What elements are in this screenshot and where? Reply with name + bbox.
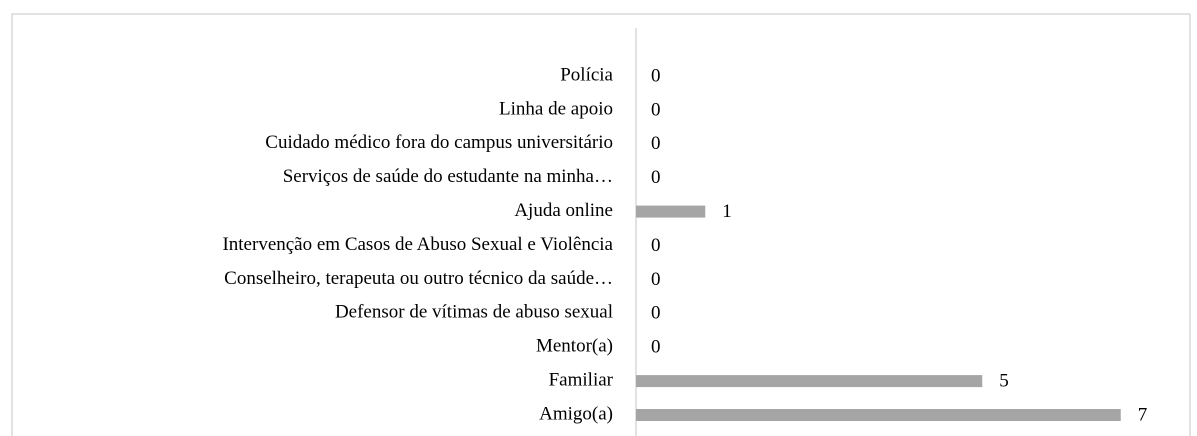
category-label: Intervenção em Casos de Abuso Sexual e V… <box>222 234 613 255</box>
value-label: 5 <box>999 370 1009 391</box>
category-label: Conselheiro, terapeuta ou outro técnico … <box>224 268 613 289</box>
category-label: Ajuda online <box>514 200 613 221</box>
value-label: 0 <box>651 99 661 120</box>
value-label: 0 <box>651 337 661 358</box>
category-label: Defensor de vítimas de abuso sexual <box>335 302 613 323</box>
value-label: 0 <box>651 269 661 290</box>
chart-border <box>11 13 1191 436</box>
value-label: 0 <box>651 65 661 86</box>
category-label: Mentor(a) <box>536 336 613 357</box>
bar <box>636 409 1121 421</box>
value-label: 7 <box>1138 404 1148 425</box>
value-label: 1 <box>722 201 732 222</box>
category-label: Amigo(a) <box>539 403 613 424</box>
value-label: 0 <box>651 133 661 154</box>
bar <box>636 205 706 218</box>
value-label: 0 <box>651 167 661 188</box>
bar <box>636 375 983 388</box>
value-label: 0 <box>651 235 661 256</box>
category-label: Linha de apoio <box>499 98 613 119</box>
category-label: Cuidado médico fora do campus universitá… <box>265 132 613 153</box>
category-label: Polícia <box>560 64 613 85</box>
value-label: 0 <box>651 303 661 324</box>
category-label: Serviços de saúde do estudante na minha… <box>283 166 613 187</box>
category-label: Familiar <box>549 369 614 390</box>
